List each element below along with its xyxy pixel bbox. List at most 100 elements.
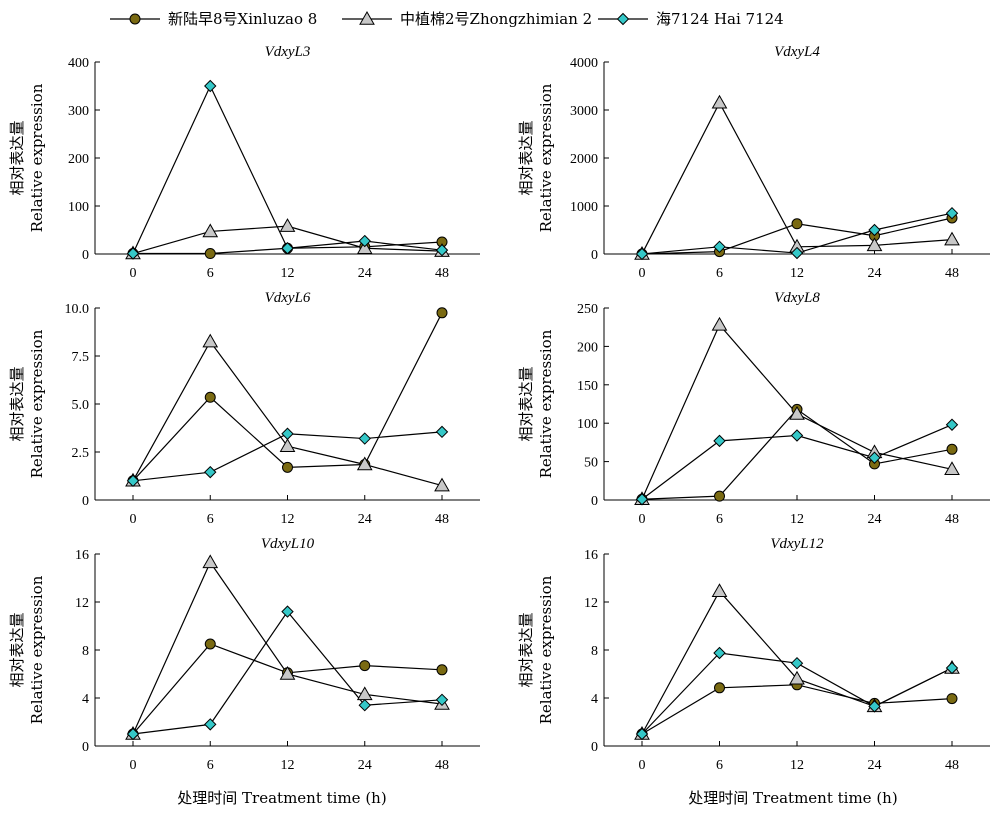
data-point — [281, 427, 294, 440]
y-axis-label: 相对表达量 — [8, 120, 26, 195]
x-tick-label: 24 — [868, 758, 882, 773]
legend-entry: 中植棉2号Zhongzhimian 2 — [342, 10, 592, 28]
y-tick-label: 200 — [68, 152, 89, 167]
data-point — [436, 307, 448, 319]
y-tick-label: 7.5 — [72, 350, 90, 365]
data-point — [789, 670, 805, 685]
y-axis-label-en: Relative expression — [28, 575, 46, 724]
y-axis-label-en: Relative expression — [28, 83, 46, 232]
legend-label: 海7124 Hai 7124 — [656, 10, 784, 28]
y-axis-label: 相对表达量 — [8, 366, 26, 441]
x-tick-label: 12 — [281, 266, 295, 281]
y-tick-label: 2000 — [570, 152, 598, 167]
x-axis-label-left: 处理时间 Treatment time (h) — [177, 789, 386, 807]
x-tick-label: 0 — [130, 512, 137, 527]
x-tick-label: 12 — [281, 758, 295, 773]
data-point — [126, 727, 140, 741]
series-line — [132, 643, 443, 735]
panel-title: VdxyL8 — [774, 290, 820, 306]
x-tick-label: 24 — [358, 758, 372, 773]
x-tick-label: 48 — [945, 758, 959, 773]
data-point — [204, 391, 216, 403]
x-tick-label: 0 — [130, 758, 137, 773]
data-point — [868, 223, 881, 237]
data-point — [435, 425, 449, 439]
series-line — [641, 684, 953, 735]
data-point — [635, 247, 649, 261]
panel-VdxyL6: 0 2.5 5.0 7.5 10.0 0 6 12 24 48 VdxyL6 相对表达量 Relativ… — [8, 290, 480, 527]
data-point — [434, 477, 450, 492]
legend-entry: 新陆早8号Xinluzao 8 — [110, 10, 317, 28]
data-point — [356, 456, 373, 471]
panel-title: VdxyL10 — [261, 536, 315, 552]
data-point — [126, 247, 140, 260]
data-point — [946, 443, 958, 455]
data-point — [711, 583, 728, 597]
data-point — [944, 461, 960, 476]
panel-title: VdxyL3 — [265, 44, 311, 60]
data-point — [945, 418, 959, 431]
data-point — [281, 605, 294, 618]
y-tick-label: 5.0 — [72, 398, 90, 413]
data-point — [790, 429, 804, 442]
x-tick-label: 12 — [790, 758, 804, 773]
data-point — [204, 638, 216, 650]
data-point — [946, 693, 958, 705]
panel-VdxyL8: 0 50 100 150 200 250 0 6 12 24 48 VdxyL8 相对表达量 Relati… — [517, 290, 990, 527]
y-tick-label: 0 — [82, 248, 89, 263]
series-circle — [132, 643, 443, 735]
y-tick-label: 0 — [591, 248, 598, 263]
panel-VdxyL3: 0 100 200 300 400 0 6 12 24 48 VdxyL3 相对表达量 Relative… — [8, 44, 480, 281]
data-point — [711, 316, 728, 331]
x-tick-label: 48 — [435, 512, 449, 527]
y-tick-label: 2.5 — [72, 446, 90, 461]
x-tick-label: 0 — [639, 512, 646, 527]
data-point — [868, 700, 881, 713]
data-point — [789, 405, 805, 420]
x-tick-label: 6 — [207, 758, 214, 773]
y-tick-label: 250 — [577, 302, 598, 317]
data-point — [358, 432, 371, 445]
panel-title: VdxyL4 — [774, 44, 820, 60]
y-axis-label: 相对表达量 — [517, 612, 535, 687]
y-tick-label: 100 — [577, 417, 598, 432]
y-axis-label-en: Relative expression — [537, 575, 555, 724]
x-tick-label: 48 — [435, 758, 449, 773]
y-tick-label: 0 — [82, 494, 89, 509]
data-point — [713, 240, 726, 254]
y-tick-label: 4 — [82, 692, 89, 707]
y-tick-label: 400 — [68, 56, 89, 71]
series-line — [641, 408, 953, 500]
y-tick-label: 10.0 — [65, 302, 90, 317]
y-tick-label: 16 — [584, 548, 598, 563]
series-triangle — [132, 561, 443, 735]
legend-label: 中植棉2号Zhongzhimian 2 — [400, 10, 592, 28]
y-tick-label: 200 — [577, 340, 598, 355]
legend: 新陆早8号Xinluzao 8 中植棉2号Zhongzhimian 2 海7124 … — [110, 10, 784, 28]
y-tick-label: 0 — [82, 740, 89, 755]
x-tick-label: 24 — [868, 266, 882, 281]
data-point — [279, 218, 296, 232]
data-point — [435, 693, 449, 707]
x-tick-label: 6 — [207, 512, 214, 527]
series-triangle — [641, 101, 953, 255]
data-point — [356, 240, 373, 254]
data-point — [944, 231, 960, 246]
panel-title: VdxyL12 — [770, 536, 824, 552]
legend-marker-triangle — [359, 10, 375, 25]
series-line — [641, 101, 953, 255]
x-tick-label: 6 — [716, 512, 723, 527]
data-point — [714, 682, 725, 694]
legend-label: 新陆早8号Xinluzao 8 — [168, 10, 317, 28]
data-point — [945, 206, 959, 220]
data-point — [635, 727, 649, 741]
data-point — [714, 490, 725, 502]
y-axis-label: 相对表达量 — [8, 612, 26, 687]
series-circle — [641, 684, 953, 735]
data-point — [868, 451, 881, 464]
y-tick-label: 50 — [584, 456, 598, 471]
data-point — [204, 465, 217, 479]
y-axis-label-en: Relative expression — [537, 329, 555, 478]
